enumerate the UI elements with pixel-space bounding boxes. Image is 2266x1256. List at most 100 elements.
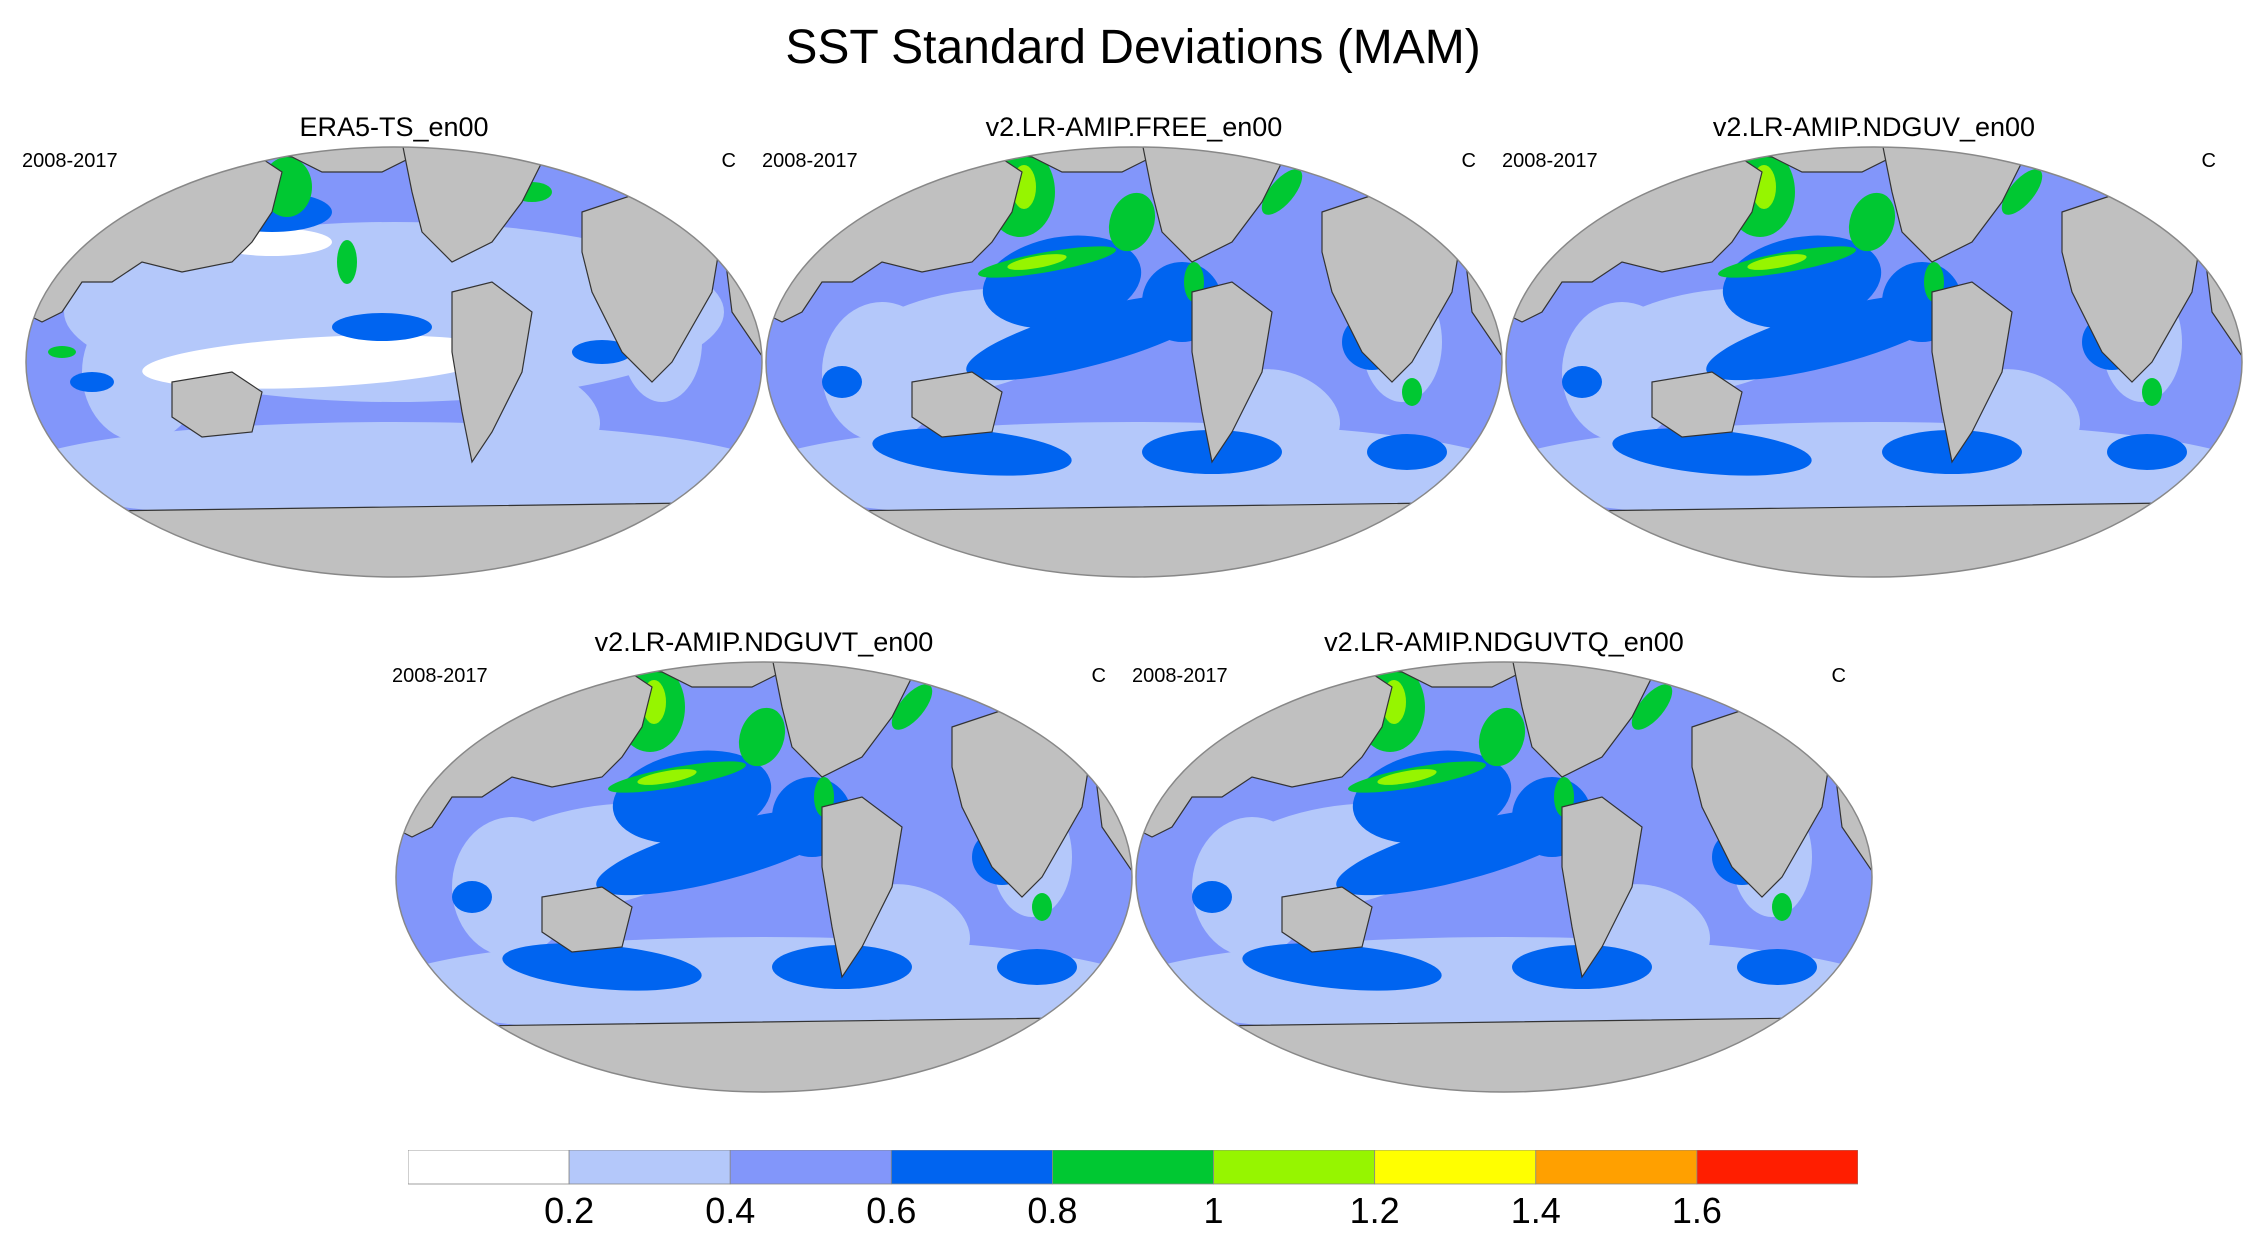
panel-title: v2.LR-AMIP.FREE_en00 bbox=[985, 112, 1283, 142]
panel-ndguvtq: v2.LR-AMIP.NDGUVTQ_en00 2008-2017 C bbox=[1132, 627, 1876, 1097]
orange-hotspot bbox=[430, 740, 446, 750]
north-america-land bbox=[771, 662, 913, 778]
australia-land bbox=[911, 371, 1003, 438]
colorbar-tick-label: 1.4 bbox=[1510, 1190, 1561, 1231]
panel-ndguv: v2.LR-AMIP.NDGUV_en00 2008-2017 C bbox=[1502, 112, 2246, 582]
south-america-land bbox=[1191, 281, 1273, 464]
colorbar-tick-label: 0.2 bbox=[544, 1190, 595, 1231]
colorbar-swatch bbox=[568, 1150, 731, 1185]
south-america-land bbox=[1561, 796, 1643, 979]
colorbar-tick-label: 1.2 bbox=[1349, 1190, 1400, 1231]
south-america-land bbox=[451, 281, 533, 464]
australia-land bbox=[1651, 371, 1743, 438]
australia-land bbox=[541, 886, 633, 953]
panel-title: ERA5-TS_en00 bbox=[299, 112, 489, 142]
panel-units: C bbox=[721, 150, 736, 172]
ocean-field bbox=[26, 147, 762, 577]
panel-period: 2008-2017 bbox=[762, 150, 858, 172]
ocean-field bbox=[1136, 662, 1872, 1092]
south-atlantic-blue bbox=[2107, 434, 2187, 470]
west-indian-blue bbox=[1192, 881, 1232, 913]
benguela-green bbox=[1772, 893, 1792, 921]
arctic-land bbox=[251, 147, 443, 173]
gulfstream-green bbox=[1261, 169, 1303, 215]
california-green bbox=[1478, 707, 1526, 767]
panel-units: C bbox=[2201, 150, 2216, 172]
panel-free: v2.LR-AMIP.FREE_en00 2008-2017 C bbox=[762, 112, 1506, 582]
map-canvas bbox=[1505, 146, 2243, 578]
map-frame bbox=[25, 146, 763, 578]
colorbar-tick-label: 0.4 bbox=[705, 1190, 756, 1231]
colorbar-swatch bbox=[1213, 1150, 1376, 1185]
panel-era5-ts: ERA5-TS_en00 2008-2017 C bbox=[22, 112, 766, 582]
colorbar-swatch bbox=[729, 1150, 892, 1185]
north-america-land bbox=[1511, 662, 1653, 778]
ocean-field bbox=[1506, 147, 2242, 577]
ocean-field bbox=[396, 662, 1132, 1092]
california-green bbox=[1848, 192, 1896, 252]
benguela-green bbox=[2142, 378, 2162, 406]
panel-period: 2008-2017 bbox=[392, 665, 488, 687]
gulfstream-green bbox=[1631, 684, 1673, 730]
map-frame bbox=[395, 661, 1133, 1093]
map-canvas bbox=[1135, 661, 1873, 1093]
colorbar bbox=[408, 1150, 1858, 1185]
south-indian-blue bbox=[1612, 428, 1812, 476]
colorbar-tick-label: 0.6 bbox=[866, 1190, 917, 1231]
panel-ndguvt: v2.LR-AMIP.NDGUVT_en00 2008-2017 C bbox=[392, 627, 1136, 1097]
eq-core bbox=[1007, 254, 1067, 270]
red-hotspot bbox=[422, 736, 442, 748]
colorbar-tick-label: 0.8 bbox=[1027, 1190, 1078, 1231]
south-indian-blue bbox=[872, 428, 1072, 476]
gulfstream-green bbox=[891, 684, 933, 730]
north-america-land bbox=[401, 147, 543, 263]
panel-period: 2008-2017 bbox=[22, 150, 118, 172]
panel-units: C bbox=[1091, 665, 1106, 687]
panel-title: v2.LR-AMIP.NDGUVT_en00 bbox=[594, 627, 934, 657]
colorbar-swatch bbox=[408, 1150, 570, 1185]
california-green bbox=[1108, 192, 1156, 252]
arctic-land bbox=[1361, 662, 1553, 688]
south-atlantic-blue bbox=[1367, 434, 1447, 470]
california-green bbox=[738, 707, 786, 767]
australia-land bbox=[1281, 886, 1373, 953]
eq-core bbox=[1377, 769, 1437, 785]
figure-title: SST Standard Deviations (MAM) bbox=[785, 21, 1481, 74]
panel-title: v2.LR-AMIP.NDGUVTQ_en00 bbox=[1324, 627, 1684, 657]
map-frame bbox=[1135, 661, 1873, 1093]
panel-units: C bbox=[1461, 150, 1476, 172]
obs-atlantic-blue bbox=[572, 340, 632, 364]
panel-title: v2.LR-AMIP.NDGUV_en00 bbox=[1712, 112, 2036, 142]
orange-hotspot bbox=[1170, 740, 1186, 750]
south-america-land bbox=[1931, 281, 2013, 464]
obs-eq-blue bbox=[332, 313, 432, 341]
south-america-land bbox=[821, 796, 903, 979]
south-atlantic-blue bbox=[997, 949, 1077, 985]
map-canvas bbox=[25, 146, 763, 578]
obs-peru-green bbox=[337, 240, 357, 284]
obs-indian-blue bbox=[70, 372, 114, 392]
map-frame bbox=[1505, 146, 2243, 578]
arctic-land bbox=[991, 147, 1183, 173]
south-indian-blue bbox=[502, 943, 702, 991]
panel-period: 2008-2017 bbox=[1132, 665, 1228, 687]
benguela-green bbox=[1402, 378, 1422, 406]
colorbar-swatch bbox=[1374, 1150, 1537, 1185]
north-america-land bbox=[1141, 147, 1283, 263]
red-hotspot bbox=[1162, 736, 1182, 748]
colorbar-swatch bbox=[1535, 1150, 1698, 1185]
south-indian-blue bbox=[1242, 943, 1442, 991]
west-indian-blue bbox=[822, 366, 862, 398]
colorbar-labels: 0.2 0.4 0.6 0.8 1 1.2 1.4 1.6 bbox=[408, 1190, 1858, 1240]
arctic-land bbox=[1731, 147, 1923, 173]
obs-agulhas-green bbox=[48, 346, 76, 358]
colorbar-swatch bbox=[1052, 1150, 1214, 1185]
colorbar-swatch bbox=[1696, 1150, 1858, 1185]
panel-units: C bbox=[1831, 665, 1846, 687]
arctic-land bbox=[621, 662, 813, 688]
colorbar-tick-label: 1 bbox=[1203, 1190, 1224, 1231]
map-canvas bbox=[395, 661, 1133, 1093]
colorbar-tick-label: 1.6 bbox=[1671, 1190, 1722, 1231]
australia-land bbox=[171, 371, 263, 438]
panel-period: 2008-2017 bbox=[1502, 150, 1598, 172]
